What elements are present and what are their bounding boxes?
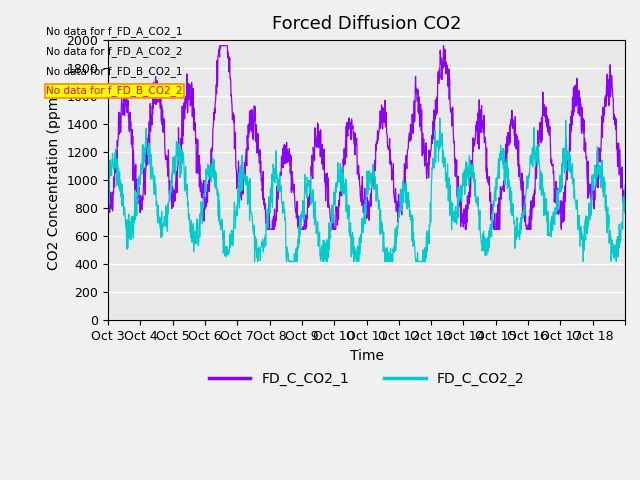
Text: No data for f_FD_A_CO2_2: No data for f_FD_A_CO2_2 — [46, 46, 182, 57]
Legend: FD_C_CO2_1, FD_C_CO2_2: FD_C_CO2_1, FD_C_CO2_2 — [203, 367, 530, 392]
Title: Forced Diffusion CO2: Forced Diffusion CO2 — [272, 15, 461, 33]
Text: No data for f_FD_B_CO2_2: No data for f_FD_B_CO2_2 — [46, 85, 182, 96]
X-axis label: Time: Time — [349, 349, 383, 363]
Y-axis label: CO2 Concentration (ppm): CO2 Concentration (ppm) — [47, 91, 61, 270]
Text: No data for f_FD_A_CO2_1: No data for f_FD_A_CO2_1 — [46, 26, 182, 37]
Text: No data for f_FD_B_CO2_1: No data for f_FD_B_CO2_1 — [46, 66, 182, 77]
